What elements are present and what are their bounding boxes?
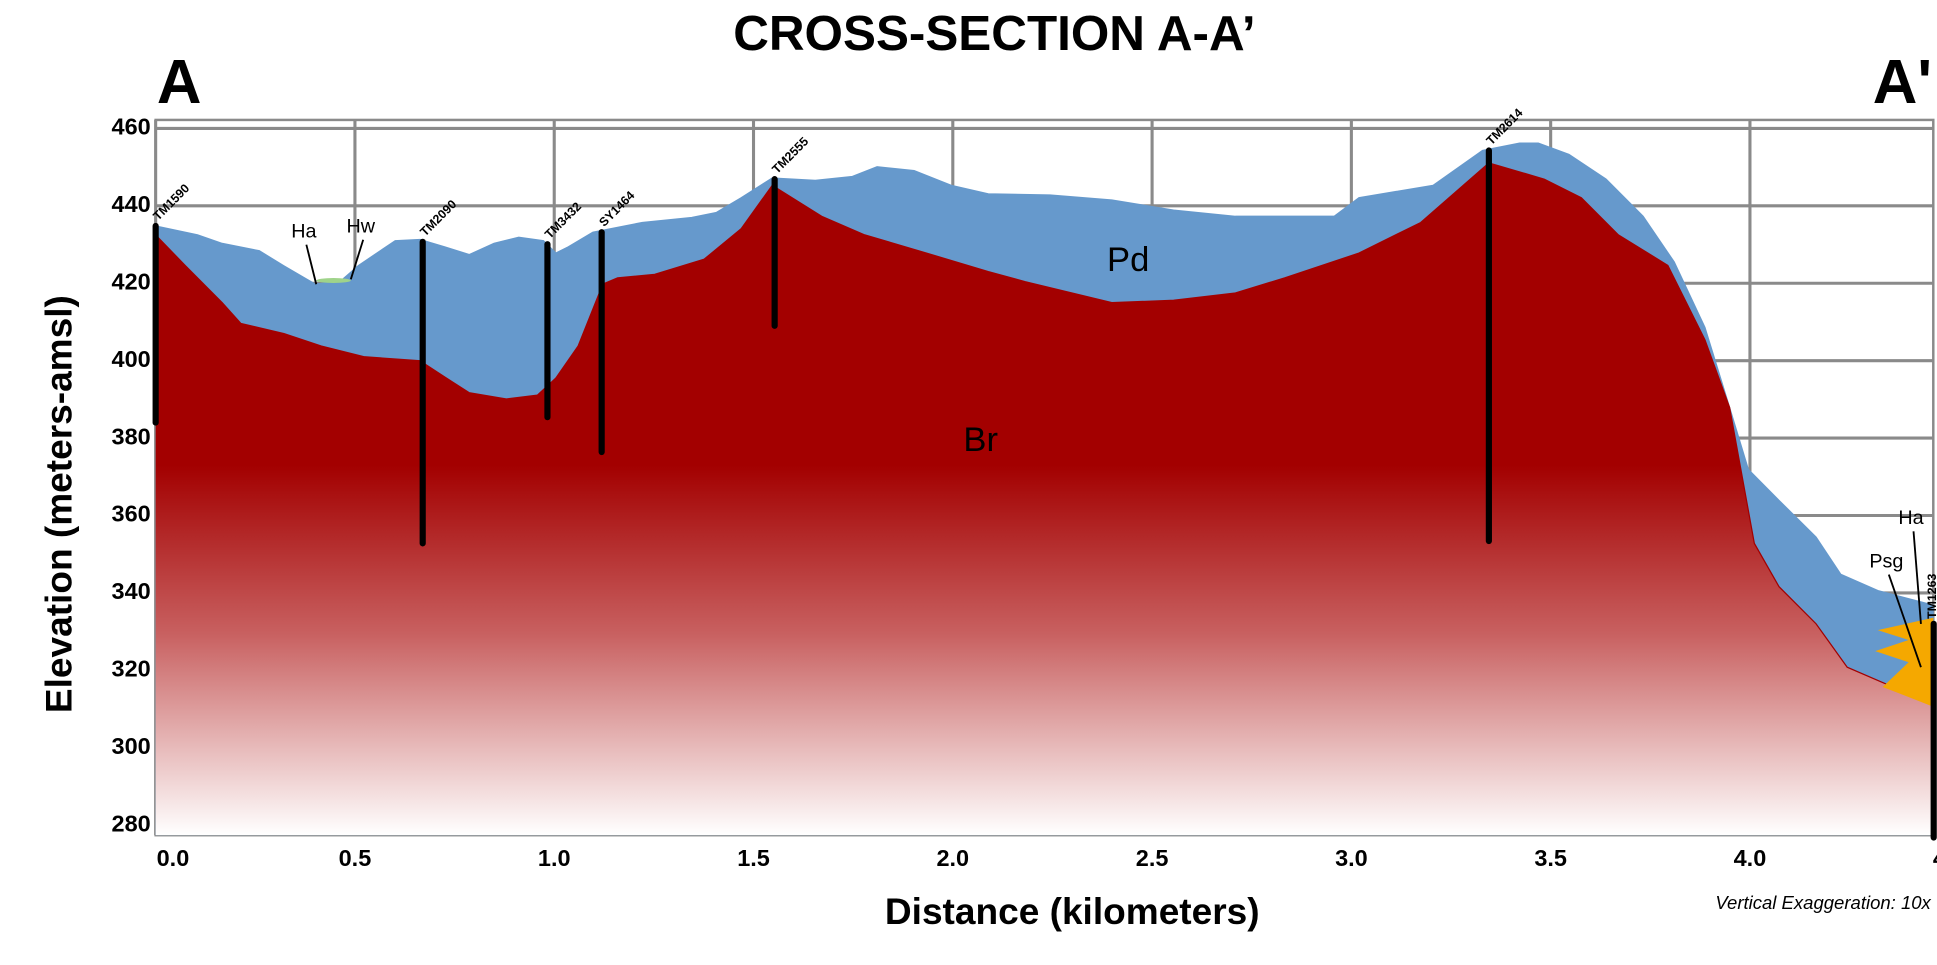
x-tick-label: 4.5 <box>1933 845 1937 871</box>
x-tick-label: 3.5 <box>1534 845 1567 871</box>
y-tick-label: 400 <box>112 346 151 372</box>
y-tick-label: 420 <box>112 268 151 294</box>
y-tick-label: 320 <box>112 656 151 682</box>
section-start: A <box>157 48 202 117</box>
unit-label: Ha <box>291 221 316 243</box>
y-tick-label: 440 <box>112 191 151 217</box>
borehole-label: TM2614 <box>1484 106 1526 148</box>
x-tick-label: 0.0 <box>157 845 190 871</box>
x-tick-label: 2.5 <box>1136 845 1169 871</box>
y-tick-label: 300 <box>112 733 151 759</box>
chart-title: CROSS-SECTION A-A’ <box>733 6 1255 61</box>
y-tick-label: 340 <box>112 578 151 604</box>
note: Vertical Exaggeration: 10x <box>1715 892 1931 913</box>
chart: PdBrHaHwHaPsgTM1590TM2090TM3432SY1464TM2… <box>0 0 1937 965</box>
unit-label: Hw <box>346 216 375 238</box>
formation-label: Pd <box>1107 241 1149 279</box>
x-tick-label: 1.5 <box>737 845 770 871</box>
hw-lens <box>316 278 351 283</box>
x-axis-label: Distance (kilometers) <box>885 890 1260 932</box>
borehole-label: TM1263 <box>1925 574 1937 619</box>
y-tick-label: 360 <box>112 501 151 527</box>
x-tick-label: 2.0 <box>936 845 969 871</box>
y-tick-label: 460 <box>112 114 151 140</box>
x-tick-label: 0.5 <box>339 845 372 871</box>
unit-label: Ha <box>1898 507 1923 529</box>
leader-line <box>306 245 316 285</box>
section-end: A' <box>1873 48 1932 117</box>
x-tick-label: 1.0 <box>538 845 571 871</box>
borehole-label: SY1464 <box>596 188 637 229</box>
y-axis-label: Elevation (meters-amsl) <box>38 295 80 713</box>
unit-label: Psg <box>1869 550 1903 572</box>
borehole-label: TM2090 <box>417 197 459 239</box>
x-tick-label: 3.0 <box>1335 845 1368 871</box>
y-tick-label: 380 <box>112 423 151 449</box>
x-tick-label: 4.0 <box>1734 845 1767 871</box>
formation-label: Br <box>963 421 998 459</box>
borehole-label: TM2555 <box>769 134 811 176</box>
y-tick-label: 280 <box>112 810 151 836</box>
